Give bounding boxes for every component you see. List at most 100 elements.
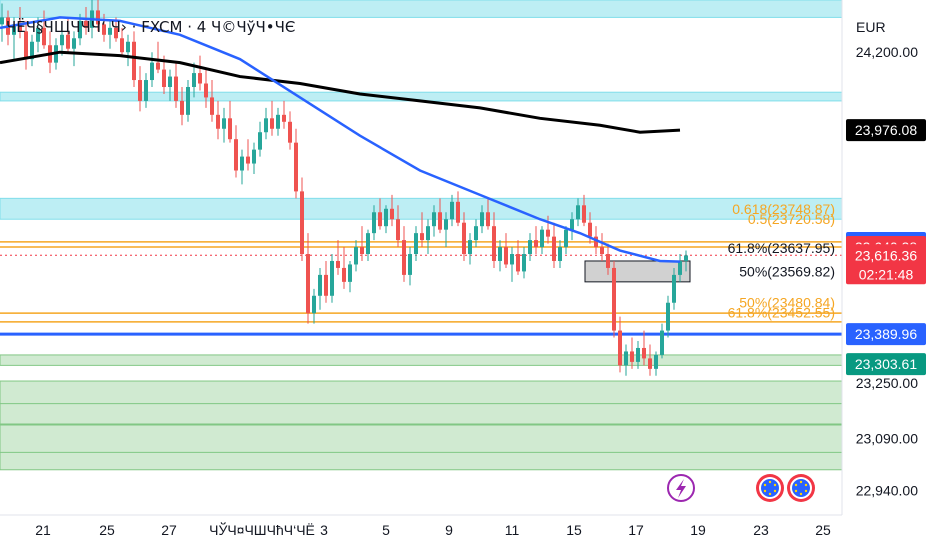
horizontal-lines-layer — [0, 241, 842, 336]
candle-body — [402, 240, 406, 275]
x-tick-label: 25 — [815, 522, 831, 538]
fib-label-5: 61.8%(23452.55) — [728, 304, 835, 320]
candle-body — [156, 62, 160, 70]
candle-body — [384, 208, 388, 227]
candle-body — [468, 240, 472, 255]
x-tick-label: 9 — [445, 522, 453, 538]
price-badge-3 — [846, 244, 926, 285]
candle-body — [408, 254, 412, 275]
candle-body — [360, 247, 364, 255]
candle-body — [618, 330, 622, 366]
candle-body — [324, 274, 328, 296]
x-tick-label: ЧЎЧ¤ЧШЧћЧ‘ЧЁ — [209, 521, 315, 538]
currency-label: EUR — [856, 19, 886, 35]
candle-body — [270, 118, 274, 129]
candle-body — [132, 41, 136, 81]
candle-body — [198, 73, 202, 84]
candle-body — [306, 254, 310, 314]
candle-body — [456, 201, 460, 223]
zone-0 — [0, 0, 843, 18]
candle-body — [24, 31, 28, 60]
candle-body — [18, 24, 22, 32]
candle-body — [282, 114, 286, 122]
candle-body — [294, 142, 298, 192]
x-tick-label: 11 — [505, 522, 520, 538]
candle-body — [414, 233, 418, 255]
price-badge-0 — [846, 119, 926, 142]
candle-body — [660, 330, 664, 355]
price-badge-4 — [846, 323, 926, 346]
candle-body — [576, 205, 580, 220]
candle-body — [96, 10, 100, 25]
candle-body — [186, 86, 190, 115]
candle-body — [624, 351, 628, 366]
candle-body — [66, 34, 70, 49]
y-tick-label: 23,090.00 — [856, 430, 918, 446]
candle-body — [522, 254, 526, 272]
candle-body — [102, 24, 106, 35]
candle-body — [318, 274, 322, 296]
candle-body — [552, 236, 556, 261]
candle-body — [672, 274, 676, 303]
x-tick-label: 27 — [161, 522, 177, 538]
candle-body — [462, 222, 466, 255]
candle-body — [210, 97, 214, 115]
fib-label-1: 0.5(23720.58) — [748, 211, 835, 227]
candle-body — [162, 69, 166, 87]
candle-body — [540, 229, 544, 248]
candle-body — [648, 358, 652, 369]
candle-body — [84, 20, 88, 28]
candle-body — [582, 205, 586, 223]
candle-body — [60, 34, 64, 46]
candle-body — [150, 62, 154, 81]
candle-body — [558, 247, 562, 261]
candle-body — [114, 27, 118, 39]
price-badge-label: 23,303.61 — [855, 356, 917, 372]
candle-body — [192, 73, 196, 87]
x-tick-label: 3 — [320, 522, 328, 538]
candle-body — [252, 149, 256, 164]
eu-flag-icon[interactable] — [756, 474, 784, 502]
eu-flag-icon[interactable] — [787, 474, 815, 502]
candle-body — [378, 212, 382, 227]
x-tick-label: 5 — [382, 522, 390, 538]
candle-body — [228, 118, 232, 140]
candle-body — [180, 100, 184, 115]
event-icons[interactable] — [667, 474, 815, 502]
lightning-icon[interactable] — [667, 474, 695, 502]
price-axis[interactable]: 24,200.00 23,250.00 23,090.00 22,940.00 — [856, 44, 918, 498]
candle-body — [276, 114, 280, 129]
candle-body — [30, 41, 34, 60]
countdown-label: 02:21:48 — [859, 266, 914, 282]
candle-body — [444, 219, 448, 230]
candle-body — [342, 267, 346, 282]
candle-body — [486, 212, 490, 227]
x-tick-label: 17 — [628, 522, 644, 538]
candle-body — [312, 295, 316, 314]
candle-body — [108, 27, 112, 35]
candle-body — [534, 240, 538, 248]
candle-body — [372, 212, 376, 234]
candle-body — [678, 260, 682, 275]
candle-body — [300, 191, 304, 255]
y-tick-label: 23,250.00 — [856, 375, 918, 391]
fib-label-4: 50%(23480.84) — [739, 294, 835, 310]
candle-body — [666, 302, 670, 331]
zone-2 — [0, 197, 843, 220]
candle-body — [240, 156, 244, 171]
fib-labels-layer: 0.618(23748.87)0.5(23720.58) 61.8%(23637.… — [728, 201, 835, 320]
candle-body — [330, 260, 334, 296]
candle-body — [258, 132, 262, 150]
candle-body — [390, 208, 394, 220]
candle-body — [420, 233, 424, 241]
candle-body — [474, 226, 478, 241]
candle-body — [504, 247, 508, 265]
candle-body — [0, 17, 4, 25]
candle-body — [594, 236, 598, 248]
candle-body — [516, 254, 520, 272]
price-badge-label: 23,976.08 — [855, 122, 917, 138]
price-badge-label: 23,389.96 — [855, 326, 917, 342]
ma-fast-line — [0, 16, 681, 263]
time-axis[interactable]: 21 25 27 ЧЎЧ¤ЧШЧћЧ‘ЧЁ 3 5 9 11 15 17 19 23 25 — [35, 521, 831, 538]
